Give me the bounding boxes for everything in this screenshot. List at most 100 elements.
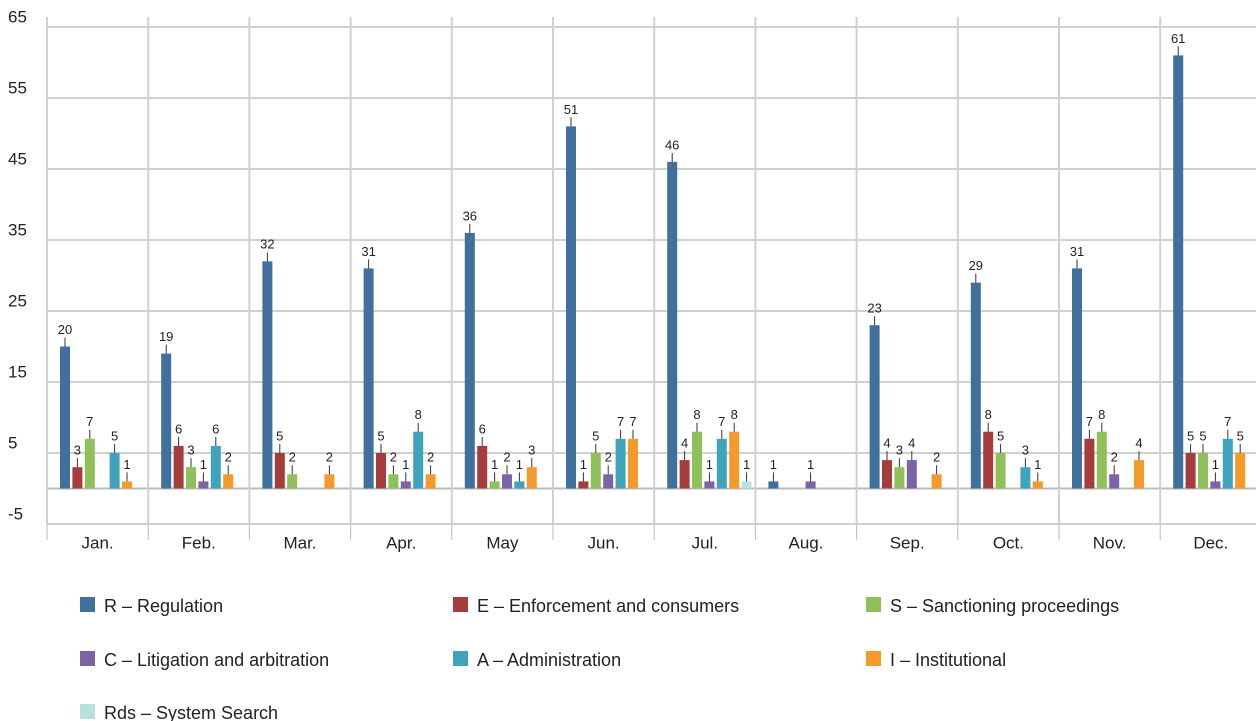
bar	[1210, 481, 1221, 489]
data-label: 36	[463, 208, 477, 223]
bar	[882, 460, 892, 489]
x-tick-label: Apr.	[386, 533, 416, 552]
bar	[931, 474, 942, 489]
x-tick-label: Mar.	[283, 533, 316, 552]
data-label: 5	[377, 428, 384, 443]
legend-swatch	[453, 597, 468, 612]
data-label: 4	[883, 436, 890, 451]
y-tick-label: 25	[8, 291, 27, 310]
data-label: 2	[1111, 450, 1118, 465]
data-label: 7	[617, 414, 624, 429]
data-label: 5	[1237, 428, 1244, 443]
legend-label: I – Institutional	[890, 650, 1006, 670]
bar	[1222, 438, 1233, 489]
data-label: 1	[123, 457, 130, 472]
bar	[388, 474, 399, 489]
data-label: 5	[592, 428, 599, 443]
data-label: 31	[1070, 244, 1084, 259]
bar	[173, 445, 184, 489]
data-label: 2	[503, 450, 510, 465]
legend-label: C – Litigation and arbitration	[104, 650, 329, 670]
bar	[122, 481, 132, 489]
data-label: 6	[175, 421, 182, 436]
data-label: 7	[718, 414, 725, 429]
bar	[1109, 474, 1120, 489]
data-label: 1	[516, 457, 523, 472]
bar	[514, 481, 525, 489]
data-label: 23	[867, 301, 881, 316]
legend-swatch	[866, 597, 881, 612]
bar	[60, 346, 70, 489]
data-label: 1	[706, 457, 713, 472]
data-label: 1	[770, 457, 777, 472]
bar	[161, 353, 172, 489]
data-label: 2	[390, 450, 397, 465]
bar	[970, 282, 981, 489]
data-label: 32	[260, 237, 274, 252]
bar	[578, 481, 589, 489]
x-tick-label: Oct.	[993, 533, 1024, 552]
bar	[768, 481, 779, 489]
x-tick-label: Nov.	[1093, 533, 1127, 552]
data-label: 46	[665, 137, 679, 152]
data-label: 4	[681, 436, 688, 451]
bar	[502, 474, 512, 489]
bar	[1020, 467, 1031, 489]
bar	[526, 467, 537, 489]
data-label: 5	[997, 428, 1004, 443]
bar	[464, 232, 475, 489]
data-label: 8	[693, 407, 700, 422]
bar	[198, 481, 209, 489]
data-label: 8	[731, 407, 738, 422]
bar	[590, 453, 601, 489]
bar	[869, 325, 880, 489]
legend-label: A – Administration	[477, 650, 621, 670]
bar	[729, 431, 740, 489]
data-label: 8	[415, 407, 422, 422]
x-tick-label: Feb.	[182, 533, 216, 552]
bar	[109, 453, 120, 489]
bar	[906, 460, 917, 489]
data-label: 1	[807, 457, 814, 472]
bar	[628, 438, 638, 489]
data-label: 5	[1187, 428, 1194, 443]
bar	[223, 474, 234, 489]
bar	[603, 474, 614, 489]
data-label: 29	[969, 258, 983, 273]
data-label: 3	[528, 443, 535, 458]
bar	[84, 438, 95, 489]
bar	[566, 126, 576, 489]
data-label: 2	[225, 450, 232, 465]
bar	[1235, 453, 1246, 489]
x-tick-label: Jun.	[588, 533, 620, 552]
data-label: 7	[1086, 414, 1093, 429]
bar	[287, 474, 298, 489]
bar	[1096, 431, 1107, 489]
data-label: 2	[427, 450, 434, 465]
bar	[983, 431, 994, 489]
data-label: 5	[111, 428, 118, 443]
bar	[894, 467, 905, 489]
legend-swatch	[80, 651, 95, 666]
bar	[324, 474, 335, 489]
x-tick-label: Jan.	[82, 533, 114, 552]
bar	[489, 481, 500, 489]
bar	[72, 467, 83, 489]
y-tick-label: 55	[8, 78, 27, 97]
data-label: 8	[1098, 407, 1105, 422]
bar	[615, 438, 626, 489]
y-tick-label: 65	[8, 7, 27, 26]
bar	[363, 268, 374, 489]
data-label: 1	[580, 457, 587, 472]
bar	[376, 453, 386, 489]
data-label: 1	[402, 457, 409, 472]
data-label: 7	[1224, 414, 1231, 429]
data-label: 7	[86, 414, 93, 429]
data-label: 3	[74, 443, 81, 458]
data-label: 2	[289, 450, 296, 465]
bar	[716, 438, 727, 489]
bar	[667, 161, 678, 489]
data-label: 4	[908, 436, 915, 451]
y-tick-label: 45	[8, 149, 27, 168]
